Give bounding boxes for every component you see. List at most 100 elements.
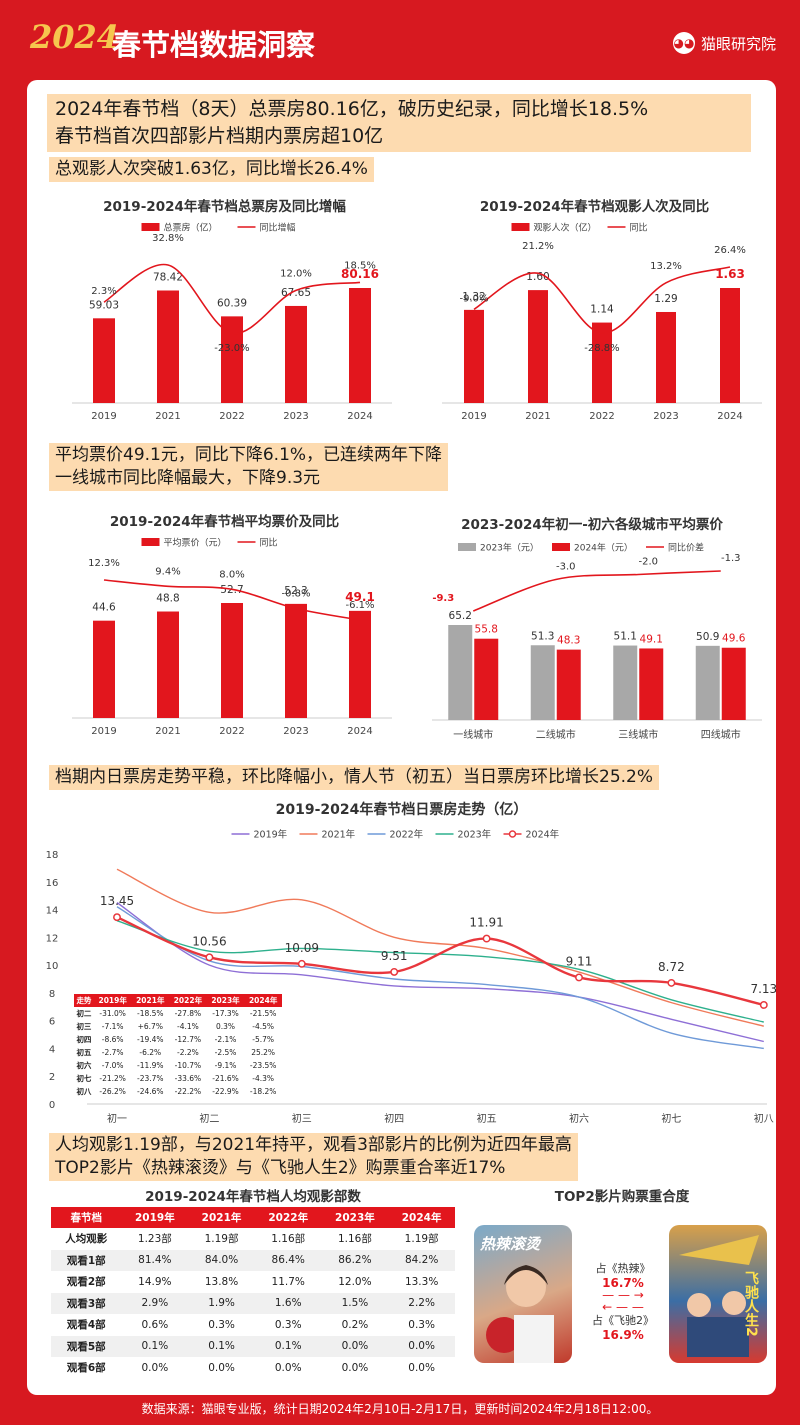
yoy-label-0: 12.3% bbox=[88, 558, 120, 569]
movies-table-cell: 1.9% bbox=[188, 1292, 255, 1314]
bar-2022 bbox=[221, 603, 243, 718]
movies-table-cell: 观看4部 bbox=[66, 1319, 106, 1332]
tick-2023: 2023 bbox=[653, 411, 678, 422]
arrow-left-icon: ← — — bbox=[602, 1300, 644, 1314]
legend-label-1: 同比 bbox=[630, 222, 648, 234]
chart-2-title: 2019-2024年春节档观影人次及同比 bbox=[479, 199, 710, 215]
yoy-label-3: 13.2% bbox=[650, 261, 682, 272]
movies-table-cell: 0.1% bbox=[254, 1335, 322, 1357]
ytick-6: 6 bbox=[49, 1017, 55, 1028]
movies-table-cell: 观看1部 bbox=[51, 1249, 122, 1271]
point-2024-初三 bbox=[297, 959, 306, 968]
yoy-label-2: 8.0% bbox=[219, 569, 244, 580]
yoy-label-3: 12.0% bbox=[280, 268, 312, 279]
table-row: 观看5部 0.1% 0.1% 0.1% 0.0% 0.0% bbox=[51, 1335, 455, 1357]
daily-table-cell: -4.1% bbox=[177, 1022, 199, 1031]
yoy-label-1: 32.8% bbox=[152, 233, 184, 244]
tick-一线城市: 一线城市 bbox=[453, 728, 493, 741]
bar-2022 bbox=[221, 316, 243, 403]
headline-4: 档期内日票房走势平稳，环比降幅小，情人节（初五）当日票房环比增长25.2% bbox=[49, 765, 660, 790]
overlap-a-label: 占《热辣》 bbox=[595, 1262, 651, 1275]
ytick-12: 12 bbox=[46, 933, 59, 944]
headline-1-line-1: 2024年春节档（8天）总票房80.16亿，破历史纪录，同比增长18.5% bbox=[55, 98, 649, 120]
tick-2019: 2019 bbox=[461, 411, 486, 422]
tick-2024: 2024 bbox=[347, 726, 372, 737]
legend-swatch-0 bbox=[141, 538, 160, 546]
daily-table-cell: -4.3% bbox=[252, 1074, 275, 1083]
tick-三线城市: 三线城市 bbox=[618, 728, 658, 741]
movies-table-cell: 人均观影 bbox=[65, 1233, 108, 1246]
daily-table-cell: -5.7% bbox=[252, 1035, 275, 1044]
daily-table-cell: -11.9% bbox=[137, 1061, 164, 1070]
movies-table-header-4: 2023年 bbox=[321, 1207, 389, 1228]
tick-2023: 2023 bbox=[283, 411, 308, 422]
bar-2023-二线城市 bbox=[530, 645, 555, 720]
table-row: 观看6部 0.0% 0.0% 0.0% 0.0% 0.0% bbox=[51, 1357, 455, 1379]
movies-table-cell: 84.0% bbox=[188, 1249, 255, 1271]
headline-2: 总观影人次突破1.63亿，同比增长26.4% bbox=[49, 157, 374, 182]
table-title: 2019-2024年春节档人均观影部数 bbox=[145, 1189, 361, 1205]
overlap-title: TOP2影片购票重合度 bbox=[554, 1189, 690, 1205]
movies-table-cell: 0.0% bbox=[388, 1335, 455, 1357]
yoy-line bbox=[103, 579, 361, 621]
yoy-label-0: 2.3% bbox=[91, 286, 116, 297]
bar-label-2023: 67.65 bbox=[281, 287, 311, 299]
table-row: 初四 -8.6% -19.4% -12.7% -2.1% -5.7% bbox=[74, 1033, 282, 1046]
daily-table-cell: -23.7% bbox=[137, 1074, 164, 1083]
xtick-初二: 初二 bbox=[199, 1112, 219, 1125]
daily-table-cell: 初五 bbox=[76, 1048, 92, 1057]
poster-left-title: 热辣滚烫 bbox=[480, 1235, 541, 1253]
yoy-label-2: -23.0% bbox=[214, 343, 249, 354]
yoy-line bbox=[473, 266, 731, 334]
movies-table-cell: 2.9% bbox=[121, 1292, 189, 1314]
chart-ticket-price: 平均票价（元） 同比44.6201948.8202152.7202252.3202… bbox=[72, 537, 392, 737]
brand-year: 2024 bbox=[30, 18, 120, 56]
bar-2024 bbox=[720, 288, 740, 403]
yoy-label-2: -28.8% bbox=[584, 343, 619, 354]
legend-label-2: 2022年 bbox=[390, 829, 424, 841]
poster-hot-spicy: 热辣滚烫 bbox=[474, 1225, 572, 1363]
daily-table-cell: -4.5% bbox=[252, 1022, 275, 1031]
bar-2024-四线城市 bbox=[721, 647, 746, 720]
tick-2023: 2023 bbox=[283, 726, 308, 737]
point-label-初五: 11.91 bbox=[469, 916, 503, 930]
table-row: 初三 -7.1% +6.7% -4.1% 0.3% -4.5% bbox=[74, 1020, 282, 1033]
movies-table-header-1: 2019年 bbox=[121, 1207, 189, 1228]
yoy-label-0: -9.0% bbox=[459, 293, 488, 304]
daily-table-cell: -12.7% bbox=[174, 1035, 202, 1044]
bar-2021 bbox=[528, 290, 548, 403]
daily-table-cell: -26.2% bbox=[99, 1087, 126, 1096]
chart-4-title: 2023-2024年初一-初六各级城市平均票价 bbox=[461, 517, 723, 533]
legend-label-1: 2021年 bbox=[322, 829, 356, 841]
bar-2023-一线城市 bbox=[448, 625, 473, 720]
bar-2023-四线城市 bbox=[695, 645, 720, 720]
bar-2023-label-三线城市: 51.1 bbox=[614, 631, 637, 643]
xtick-初七: 初七 bbox=[661, 1112, 681, 1125]
poster-pegasus-2: 飞驰人生2 bbox=[669, 1225, 767, 1363]
yoy-label-1: 21.2% bbox=[522, 241, 554, 252]
yoy-label-4: 26.4% bbox=[714, 245, 746, 256]
bar-2024-三线城市 bbox=[639, 648, 664, 720]
chart-admissions: 观影人次（亿） 同比 1.32 2019 1.60 2021 1.14 2022 1.29 202… bbox=[442, 222, 762, 422]
yoy-label-4: -6.1% bbox=[345, 600, 374, 611]
logo-text: 猫眼研究院 bbox=[700, 34, 776, 53]
point-2024-初五 bbox=[482, 934, 491, 943]
chart-box-office: 总票房（亿） 同比增幅 59.03 2019 78.42 2021 60.39 2022 67.… bbox=[72, 222, 392, 422]
movies-table-cell: 0.0% bbox=[141, 1361, 169, 1374]
daily-table-cell: 初四 bbox=[76, 1035, 92, 1044]
daily-table-cell: 25.2% bbox=[251, 1048, 276, 1057]
daily-table-cell: -24.6% bbox=[137, 1087, 164, 1096]
tick-2019: 2019 bbox=[91, 411, 116, 422]
bar-label-2023: 1.29 bbox=[654, 293, 677, 305]
bar-label-2022: 1.14 bbox=[590, 304, 614, 316]
bar-label-2021: 48.8 bbox=[156, 593, 179, 605]
headline-3-line-1: 平均票价49.1元，同比下降6.1%，已连续两年下降 bbox=[55, 445, 443, 465]
diff-label-1: -3.0 bbox=[556, 562, 576, 573]
series-line-2022年 bbox=[116, 906, 764, 1050]
point-2024-初八 bbox=[759, 1001, 768, 1009]
legend-label-2: 同比价差 bbox=[668, 542, 704, 554]
daily-table-cell: -10.7% bbox=[174, 1061, 202, 1070]
daily-table-cell: -18.5% bbox=[137, 1009, 164, 1018]
bar-2024-label-一线城市: 55.8 bbox=[475, 624, 498, 636]
tick-二线城市: 二线城市 bbox=[536, 728, 576, 741]
